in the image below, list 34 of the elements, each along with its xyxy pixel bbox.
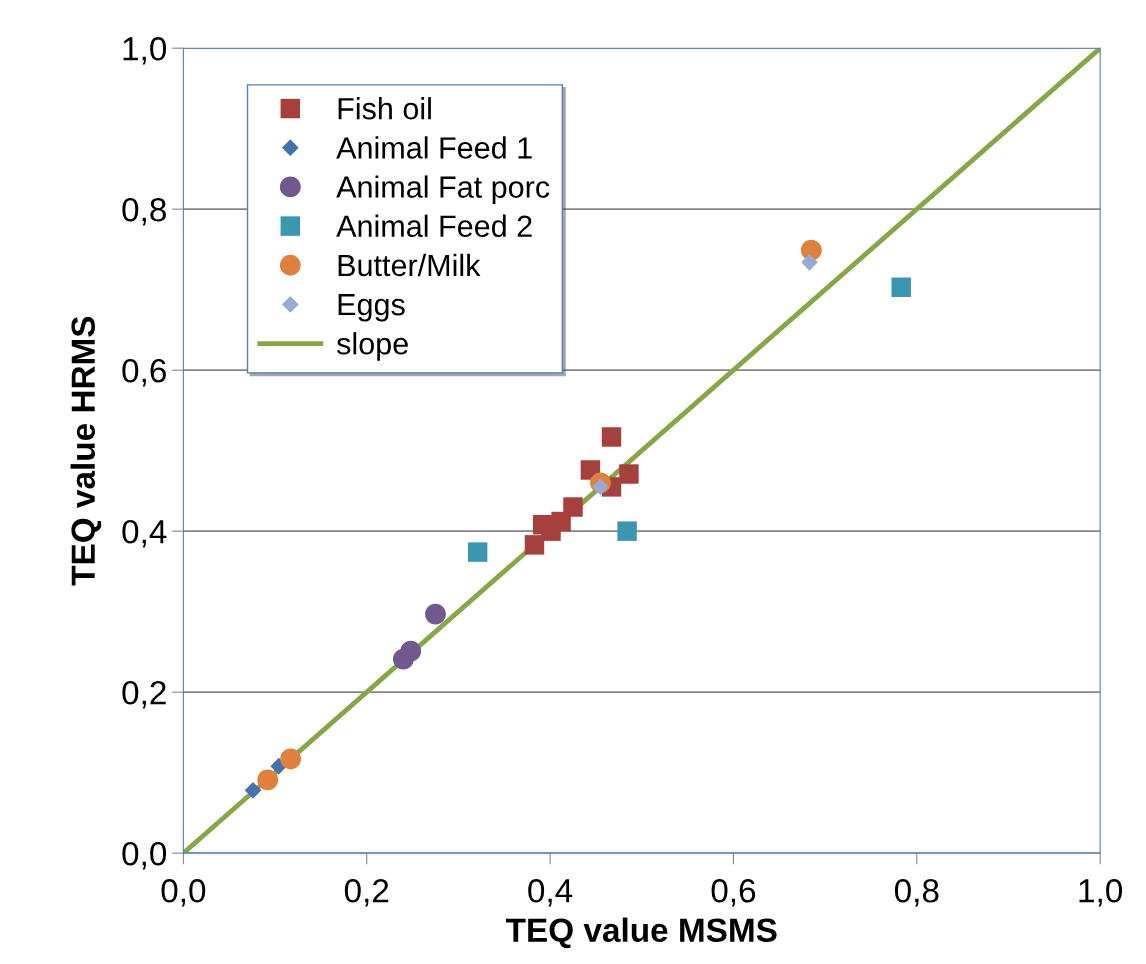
point <box>601 427 622 447</box>
x-tick-label: 0,8 <box>894 879 939 907</box>
point <box>244 782 262 799</box>
y-tick-label: 0,4 <box>122 519 167 548</box>
point <box>524 535 545 555</box>
x-tick-label: 0,0 <box>161 879 206 907</box>
y-tick-label: 0,2 <box>122 680 166 709</box>
point <box>891 277 911 297</box>
point <box>425 603 446 625</box>
legend-label: Animal Feed 2 <box>336 214 532 238</box>
y-tick-label: 1,0 <box>123 37 167 65</box>
y-axis-title: TEQ value HRMS <box>70 316 102 586</box>
point <box>467 542 488 562</box>
x-axis-title: TEQ value MSMS <box>506 917 777 949</box>
legend-label: Animal Feed 1 <box>336 136 532 159</box>
point <box>592 478 609 496</box>
legend-label: Fish oil <box>338 97 431 120</box>
point <box>619 464 639 484</box>
y-tick-label: 0,0 <box>122 841 167 870</box>
x-tick-label: 1,0 <box>1079 879 1123 907</box>
legend-label: Animal Fat porc <box>336 175 550 204</box>
point <box>392 648 414 670</box>
point <box>801 253 818 271</box>
point <box>257 769 279 791</box>
legend-label: Eggs <box>338 294 405 322</box>
x-tick-label: 0,4 <box>528 879 573 907</box>
legend-label: Butter/Milk <box>338 253 481 277</box>
legend-label: slope <box>336 332 408 361</box>
x-tick-label: 0,6 <box>711 879 756 907</box>
y-tick-label: 0,6 <box>122 358 166 387</box>
point <box>617 521 637 541</box>
point <box>280 748 302 770</box>
x-tick-label: 0,2 <box>344 879 389 907</box>
y-tick-label: 0,8 <box>122 197 166 226</box>
